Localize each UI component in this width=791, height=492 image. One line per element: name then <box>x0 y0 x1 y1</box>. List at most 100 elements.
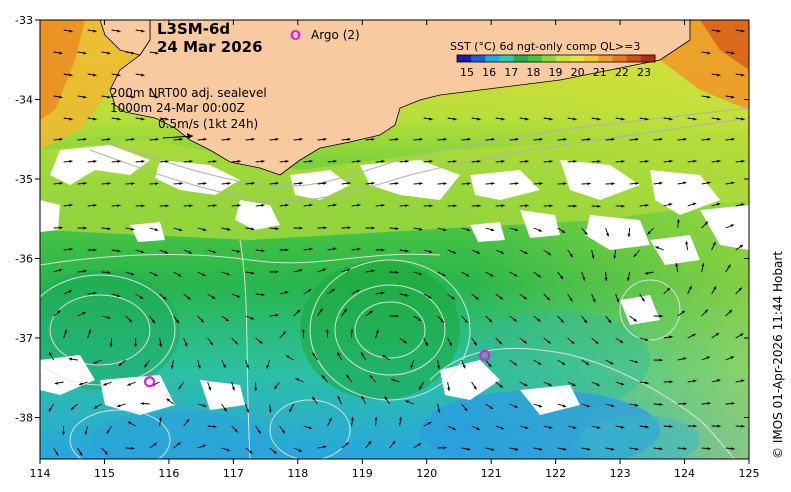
velocity-arrow-head <box>587 447 591 451</box>
velocity-arrow <box>760 118 769 119</box>
velocity-arrow-head <box>371 226 375 230</box>
velocity-arrow-head <box>616 298 620 303</box>
velocity-arrow-head <box>64 329 68 334</box>
velocity-arrow-head <box>537 318 541 322</box>
velocity-arrow-head <box>403 340 407 344</box>
velocity-arrow-head <box>604 277 608 281</box>
velocity-arrow-head <box>155 137 159 141</box>
velocity-arrow-head <box>395 227 399 231</box>
y-tick-label: -37 <box>15 332 33 345</box>
velocity-arrow-head <box>765 204 768 207</box>
velocity-arrow-head <box>140 402 144 406</box>
velocity-arrow-head <box>58 268 63 272</box>
velocity-arrow-head <box>659 314 663 318</box>
velocity-arrow-head <box>464 407 468 411</box>
velocity-arrow-head <box>237 249 241 253</box>
velocity-arrow-head <box>234 429 238 433</box>
velocity-arrow-head <box>608 319 612 324</box>
velocity-arrow-head <box>419 386 423 390</box>
velocity-arrow-head <box>295 378 299 382</box>
velocity-arrow-head <box>83 181 87 185</box>
velocity-arrow-head <box>109 343 113 347</box>
velocity-arrow <box>750 267 758 272</box>
velocity-arrow-head <box>345 442 349 446</box>
velocity-arrow-head <box>569 253 573 258</box>
velocity-arrow-head <box>251 227 255 231</box>
velocity-arrow-head <box>754 311 757 314</box>
velocity-arrow-head <box>429 204 433 208</box>
velocity-arrow-head <box>83 226 87 230</box>
velocity-arrow-head <box>613 255 617 259</box>
velocity-arrow-head <box>621 117 625 121</box>
velocity-arrow-head <box>462 364 466 369</box>
velocity-arrow-head <box>476 250 480 254</box>
velocity-arrow-head <box>405 249 409 253</box>
velocity-arrow-head <box>467 182 471 186</box>
velocity-arrow-head <box>451 296 455 300</box>
velocity-arrow-head <box>467 447 471 451</box>
velocity-arrow <box>750 52 759 53</box>
velocity-arrow-head <box>312 396 316 401</box>
velocity-arrow-head <box>227 137 231 141</box>
velocity-arrow-head <box>296 309 301 314</box>
velocity-arrow-head <box>261 249 265 253</box>
y-axis: -33 -34 -35 -36 -37 -38 <box>15 14 749 425</box>
velocity-arrow-head <box>731 137 735 141</box>
velocity-arrow-head <box>234 341 238 345</box>
velocity-arrow-head <box>249 450 253 454</box>
velocity-arrow-head <box>55 452 59 456</box>
velocity-arrow-head <box>596 382 600 386</box>
velocity-arrow-head <box>727 264 731 268</box>
velocity-arrow-head <box>501 117 505 121</box>
velocity-arrow-head <box>466 228 471 232</box>
velocity-arrow-head <box>442 228 447 231</box>
velocity-arrow-head <box>128 318 133 323</box>
velocity-arrow-head <box>68 357 73 361</box>
velocity-arrow-head <box>369 375 373 379</box>
velocity-scale-arrow <box>162 133 194 139</box>
velocity-arrow-head <box>49 352 53 356</box>
velocity-arrow-head <box>131 227 135 231</box>
velocity-arrow-head <box>382 354 386 358</box>
colorbar-tick-label: 17 <box>504 66 518 79</box>
velocity-arrow-head <box>159 343 163 347</box>
velocity-arrow-head <box>141 159 145 163</box>
velocity-arrow-head <box>312 352 316 357</box>
velocity-arrow-head <box>93 117 97 121</box>
velocity-arrow-head <box>141 73 145 77</box>
velocity-arrow-head <box>202 273 206 277</box>
velocity-arrow-head <box>83 269 87 273</box>
velocity-arrow-head <box>337 352 341 356</box>
velocity-arrow-head <box>79 452 83 456</box>
velocity-arrow-head <box>547 252 551 256</box>
velocity-arrow-head <box>381 248 385 252</box>
velocity-arrow-head <box>668 203 673 206</box>
velocity-arrow-head <box>223 407 227 412</box>
velocity-arrow-head <box>93 291 97 295</box>
velocity-arrow-head <box>104 451 108 455</box>
velocity-arrow-head <box>209 341 213 346</box>
velocity-arrow-head <box>669 380 673 384</box>
velocity-arrow-head <box>225 318 230 322</box>
velocity-arrow-head <box>177 273 182 277</box>
x-tick-label: 120 <box>416 467 437 480</box>
velocity-arrow-head <box>437 409 441 413</box>
velocity-arrow-head <box>155 95 159 99</box>
velocity-arrow-head <box>713 286 717 290</box>
velocity-arrow-head <box>84 431 88 435</box>
velocity-arrow-head <box>715 333 720 337</box>
velocity-arrow-head <box>261 159 265 163</box>
velocity-arrow-head <box>309 247 313 251</box>
velocity-arrow-head <box>442 273 446 276</box>
velocity-arrow-head <box>585 361 590 365</box>
velocity-arrow-head <box>333 203 337 207</box>
velocity-arrow-head <box>524 251 528 254</box>
velocity-arrow-head <box>419 182 423 186</box>
velocity-arrow <box>760 204 769 206</box>
velocity-arrow-head <box>467 137 471 141</box>
velocity-arrow-head <box>343 308 347 313</box>
velocity-arrow-head <box>419 227 423 231</box>
velocity-arrow-head <box>634 360 639 364</box>
velocity-arrow-head <box>635 403 639 407</box>
velocity-arrow-head <box>299 137 303 141</box>
